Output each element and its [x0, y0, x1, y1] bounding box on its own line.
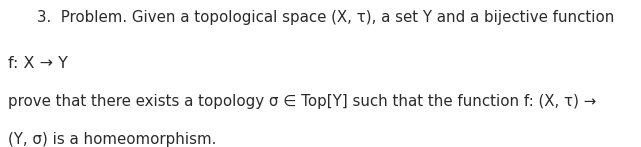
Text: prove that there exists a topology σ ∈ Top[Y] such that the function f: (X, τ) →: prove that there exists a topology σ ∈ T…: [8, 94, 596, 109]
Text: 3.  Problem. Given a topological space (X, τ), a set Y and a bijective function: 3. Problem. Given a topological space (X…: [37, 10, 615, 25]
Text: f: X → Y: f: X → Y: [8, 56, 67, 71]
Text: (Y, σ) is a homeomorphism.: (Y, σ) is a homeomorphism.: [8, 132, 216, 147]
